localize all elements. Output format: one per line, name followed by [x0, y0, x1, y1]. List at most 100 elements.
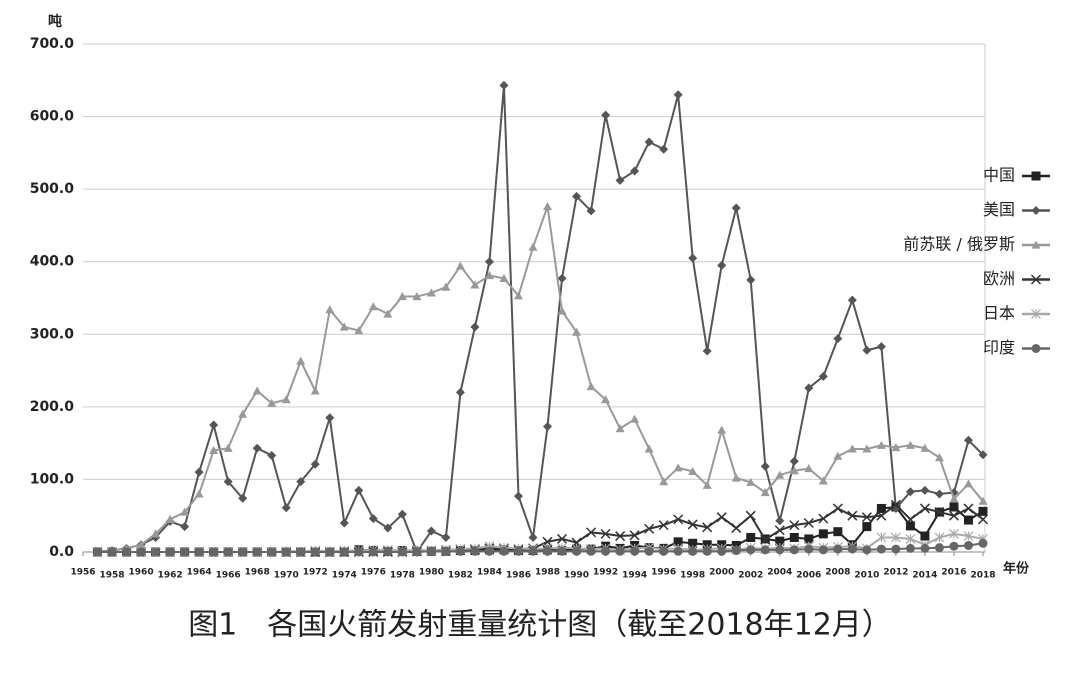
data-point — [586, 546, 596, 556]
data-point — [499, 546, 509, 556]
data-point — [238, 547, 248, 557]
data-point — [688, 538, 698, 548]
data-point — [252, 547, 262, 557]
data-point — [151, 547, 161, 557]
data-point — [513, 491, 523, 501]
data-point — [557, 273, 567, 283]
x-tick-label: 1974 — [332, 571, 357, 581]
data-point — [630, 546, 640, 556]
data-point — [296, 477, 306, 487]
data-point — [978, 538, 988, 548]
data-point — [876, 532, 887, 543]
data-point — [920, 543, 930, 553]
x-tick-label: 2008 — [825, 568, 850, 578]
data-point — [165, 547, 175, 557]
data-point — [484, 257, 494, 267]
data-point — [238, 409, 248, 418]
data-point — [818, 371, 828, 381]
data-point — [818, 529, 828, 539]
data-point — [354, 326, 364, 335]
data-point — [862, 522, 872, 532]
data-point — [267, 398, 277, 407]
data-point — [717, 260, 727, 270]
data-point — [310, 386, 320, 395]
data-point — [644, 546, 654, 556]
x-tick-label: 1994 — [622, 571, 647, 581]
data-point — [920, 485, 930, 495]
legend-label: 中国 — [983, 166, 1015, 185]
data-point — [543, 202, 553, 211]
data-point — [223, 443, 233, 452]
data-point — [194, 547, 204, 557]
data-point — [731, 523, 742, 534]
data-point — [963, 479, 973, 488]
data-point — [920, 531, 930, 541]
x-tick-label: 1970 — [274, 571, 299, 581]
legend-marker — [1030, 274, 1042, 285]
x-tick-label: 1996 — [651, 568, 676, 578]
x-tick-label: 1964 — [187, 568, 212, 578]
data-point — [716, 512, 727, 523]
data-point — [209, 445, 219, 454]
x-tick-label: 1976 — [361, 568, 386, 578]
data-point — [659, 546, 669, 556]
data-point — [702, 522, 713, 533]
data-point — [833, 527, 843, 537]
data-point — [339, 322, 349, 331]
data-point — [426, 546, 436, 556]
data-point — [252, 443, 262, 453]
x-tick-label: 2012 — [883, 568, 908, 578]
x-tick-label: 1990 — [564, 571, 589, 581]
data-point — [412, 547, 422, 557]
data-point — [687, 519, 698, 530]
x-tick-label: 2016 — [941, 568, 966, 578]
legend-label: 欧洲 — [983, 269, 1015, 288]
data-point — [572, 191, 582, 201]
series-line — [97, 85, 984, 555]
data-point — [209, 547, 219, 557]
data-point — [615, 546, 625, 556]
data-point — [441, 546, 451, 556]
data-point — [629, 530, 640, 541]
data-point — [194, 489, 204, 498]
x-tick-label: 1980 — [419, 568, 444, 578]
data-point — [354, 547, 364, 557]
x-tick-label: 1984 — [477, 568, 502, 578]
data-point — [905, 534, 916, 544]
data-point — [905, 514, 916, 525]
data-point — [586, 206, 596, 216]
data-point — [572, 327, 582, 336]
data-point — [586, 382, 596, 391]
data-point — [397, 509, 407, 519]
data-point — [136, 540, 146, 549]
data-point — [963, 531, 974, 541]
data-point — [600, 528, 611, 539]
data-point — [630, 414, 640, 423]
data-point — [963, 540, 973, 550]
data-point — [934, 489, 944, 499]
data-point — [455, 261, 465, 270]
legend-marker — [1031, 206, 1041, 215]
data-point — [789, 532, 799, 542]
data-point — [441, 282, 451, 291]
data-point — [804, 464, 814, 473]
x-tick-label: 2002 — [738, 571, 763, 581]
data-point — [949, 528, 959, 539]
data-point — [383, 523, 393, 533]
x-tick-label: 1992 — [593, 568, 618, 578]
data-point — [267, 450, 277, 460]
data-point — [107, 547, 117, 557]
data-point — [339, 518, 349, 528]
x-tick-label: 1966 — [216, 571, 241, 581]
x-tick-label: 1978 — [390, 571, 415, 581]
legend-marker — [1031, 240, 1041, 249]
data-point — [775, 545, 785, 555]
data-point — [774, 525, 785, 536]
data-point — [484, 271, 494, 280]
data-point — [499, 80, 509, 90]
data-point — [832, 503, 843, 514]
x-tick-label: 2018 — [970, 571, 995, 581]
x-tick-label: 2000 — [709, 568, 734, 578]
x-tick-label: 1958 — [100, 571, 125, 581]
